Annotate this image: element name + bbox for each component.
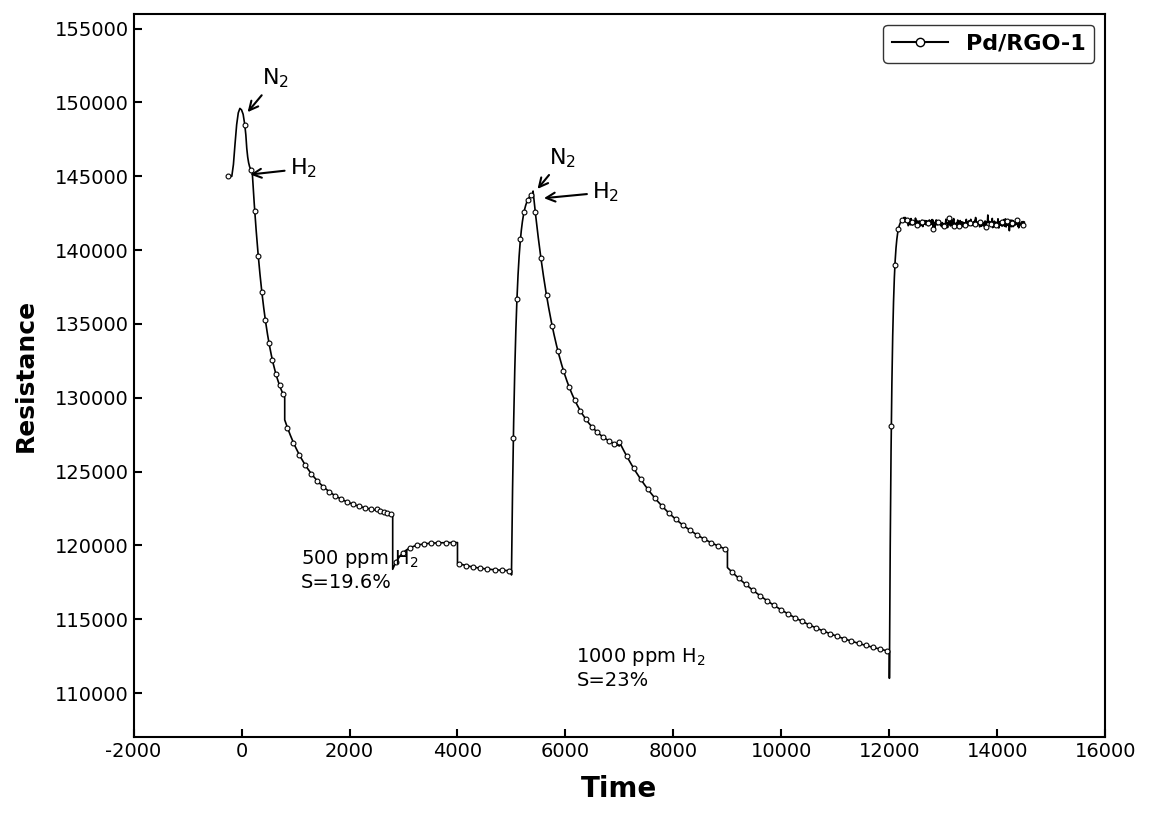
Text: 500 ppm H$_2$
S=19.6%: 500 ppm H$_2$ S=19.6%	[301, 548, 419, 592]
Y-axis label: Resistance: Resistance	[14, 299, 38, 452]
Text: H$_2$: H$_2$	[546, 181, 620, 204]
Text: H$_2$: H$_2$	[253, 157, 317, 181]
Text: N$_2$: N$_2$	[539, 146, 576, 187]
Text: N$_2$: N$_2$	[250, 67, 289, 110]
Legend: Pd/RGO-1: Pd/RGO-1	[883, 25, 1095, 63]
X-axis label: Time: Time	[582, 775, 658, 803]
Text: 1000 ppm H$_2$
S=23%: 1000 ppm H$_2$ S=23%	[576, 645, 706, 690]
